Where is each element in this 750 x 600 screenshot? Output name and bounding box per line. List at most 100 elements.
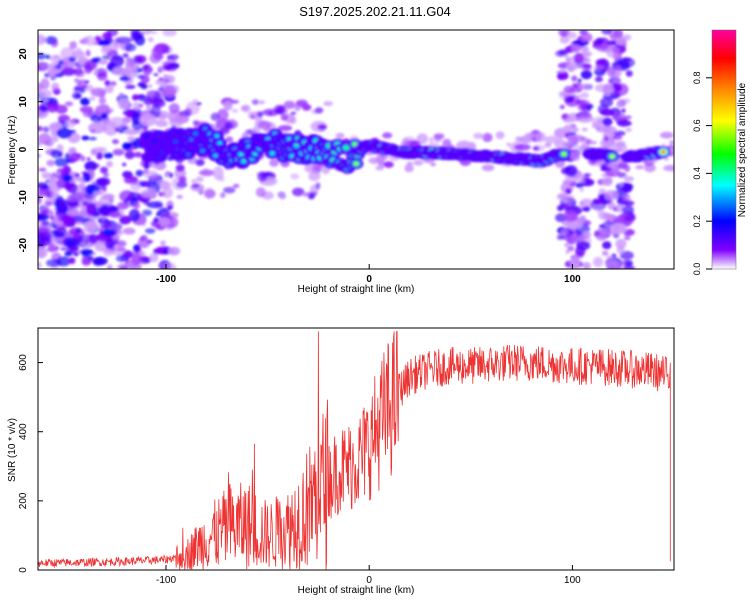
spectrogram-cell [47, 67, 61, 76]
spectrogram-cell [195, 159, 205, 166]
spectrogram-cell [616, 120, 632, 127]
spectrogram-cell [577, 103, 586, 111]
spectrogram-cell [133, 201, 141, 210]
spectrogram-cell [137, 237, 151, 249]
spectrogram-cell [514, 143, 531, 151]
spectrogram-cell [91, 149, 96, 154]
spectrogram-cell [90, 129, 96, 134]
spectrogram-cell [269, 159, 279, 167]
spectrogram-cell [617, 162, 628, 170]
spectrogram-cell [524, 132, 536, 138]
spectrogram-cell [117, 98, 130, 110]
colorbar-tick-label: 0.4 [692, 167, 702, 180]
spectrogram-cell [613, 113, 620, 120]
spectrogram-cell [69, 41, 77, 50]
spectrogram-cell [155, 224, 166, 231]
spectrogram-cell [46, 259, 62, 267]
spectrogram-cell [161, 61, 169, 65]
spectrogram-ridge-cell [189, 137, 194, 142]
spectrogram-cell [132, 101, 141, 111]
spectrogram-cell [122, 53, 129, 58]
figure-title: S197.2025.202.21.11.G04 [299, 4, 451, 19]
spectrogram-cell [133, 151, 143, 158]
colorbar-tick-label: 0.8 [692, 72, 702, 85]
spectrogram-cell [127, 136, 135, 142]
spectrogram-cell [663, 164, 674, 172]
spectrogram-cell [92, 181, 96, 185]
spectrogram-cell [80, 248, 94, 256]
spectrogram-cell [593, 256, 604, 268]
spectrogram-cell [582, 63, 592, 70]
spectrogram-cell [571, 127, 579, 133]
spectrogram-cell [162, 186, 173, 199]
spectrogram-cell [622, 34, 632, 41]
spectrogram-cell [561, 141, 569, 149]
spectrogram-ridge-cell [344, 146, 349, 150]
spectrogram-cell [106, 64, 114, 71]
spectrogram-cell [473, 132, 484, 139]
spectrogram-cell [100, 227, 105, 231]
colorbar-scale [711, 29, 737, 270]
spectrogram-cell [50, 195, 57, 201]
colorbar-tick-label: 0.2 [692, 215, 702, 228]
spectrogram-cell [151, 47, 163, 58]
spectrogram-cell [660, 131, 674, 139]
spectrogram-cell [240, 105, 250, 111]
spectrogram-cell [196, 176, 204, 182]
spectrogram-ridge-cell [561, 152, 567, 156]
snr-frame [37, 327, 675, 571]
spectrogram-cell [565, 96, 575, 103]
spectrogram-heatmap [38, 30, 674, 269]
spectrogram-cell [56, 144, 64, 153]
spectrogram-cell [50, 39, 59, 48]
spectrogram-cell [38, 104, 46, 112]
spectrogram-cell [94, 35, 102, 42]
spectrogram-cell [559, 91, 566, 96]
spectrogram-cell [68, 56, 77, 63]
spectrogram-cell [569, 181, 577, 187]
spectrogram-cell [565, 187, 572, 195]
spectrogram-cell [97, 116, 103, 121]
spectrogram-cell [76, 153, 82, 157]
spectrogram-cell [56, 127, 72, 139]
spectrogram-cell [563, 85, 575, 94]
spectrogram-cell [302, 192, 310, 197]
spectrogram-cell [623, 193, 631, 203]
spectrogram-cell [164, 262, 177, 269]
spectrogram-ridge-cell [352, 142, 357, 146]
spectrogram-ridge-cell [241, 159, 246, 163]
colorbar: 0.0 0.2 0.4 0.6 0.8 Normalized spectral ampl… [692, 29, 748, 275]
spectrogram-cell [569, 259, 576, 266]
spectrogram-cell [601, 139, 613, 149]
spectrogram-x-label: Height of straight line (km) [298, 284, 415, 295]
y-tick-label: 400 [18, 423, 29, 440]
snr-line-layer [38, 331, 671, 570]
spectrogram-cell [67, 208, 80, 217]
spectrogram-cell [100, 45, 110, 55]
spectrogram-cell [146, 90, 155, 95]
spectrogram-cell [582, 206, 587, 212]
spectrogram-cell [86, 202, 97, 216]
spectrogram-cell [579, 83, 591, 90]
spectrogram-cell [163, 74, 175, 84]
spectrogram-cell [430, 162, 437, 167]
spectrogram-cell [609, 91, 622, 99]
spectrogram-cell [122, 162, 127, 167]
spectrogram-cell [79, 242, 92, 249]
spectrogram-cell [615, 101, 623, 108]
spectrogram-cell [581, 127, 588, 132]
spectrogram-cell [279, 194, 287, 200]
spectrogram-cell [66, 194, 80, 202]
spectrogram-cell [564, 165, 578, 177]
spectrogram-cell [590, 140, 595, 145]
spectrogram-cell [82, 109, 92, 118]
spectrogram-cell [74, 173, 80, 177]
spectrogram-cell [103, 152, 114, 159]
spectrogram-cell [48, 177, 59, 188]
spectrogram-cell [147, 84, 153, 89]
spectrogram-cell [567, 66, 575, 73]
spectrogram-cell [295, 99, 308, 107]
spectrogram-cell [307, 193, 315, 200]
spectrogram-cell [50, 221, 56, 225]
